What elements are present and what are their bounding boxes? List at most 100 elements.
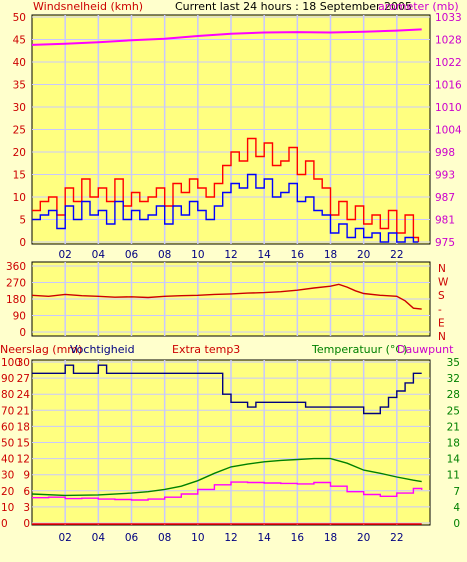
baro-y-tick-label: 993 [435, 170, 455, 182]
wind-x-tick-label: 06 [125, 249, 139, 261]
direction-grid [32, 262, 430, 336]
extra-temp-title: Extra temp3 [172, 343, 240, 356]
temp-humidity-panel: 02 04 06 08 10 12 14 16 18 20 220 0 010 3 420 6 730 9 1140… [0, 343, 460, 544]
rain-y-tick-label: 18 [17, 421, 30, 433]
wind-x-tick-label: 22 [390, 249, 403, 261]
baro-y-tick-label: 1033 [435, 12, 462, 24]
temp-series [31, 364, 423, 525]
baro-y-tick-label: 998 [435, 147, 455, 159]
wind-x-tick-label: 16 [291, 249, 305, 261]
wind-y-tick-label: 0 [19, 237, 26, 249]
wind-center-title: Current last 24 hours : 18 September 200… [175, 0, 412, 13]
direction-y-tick-label: 180 [6, 294, 26, 306]
direction-series-line [31, 283, 422, 310]
baro-y-tick-label: 1004 [435, 125, 462, 137]
wind-y-tick-label: 30 [13, 102, 26, 114]
compass-label: - [438, 304, 442, 316]
wind-x-tick-label: 04 [92, 249, 106, 261]
baro-y-tick-label: 1022 [435, 57, 462, 69]
wind-x-tick-label: 08 [158, 249, 171, 261]
rain-y-tick-label: 15 [17, 438, 30, 450]
wind-barometer-panel: 02 04 06 08 10 12 14 16 18 20 22 0 5 10 15 20 25 30 35 40 45… [13, 0, 462, 261]
wind-y-tick-label: 35 [13, 80, 26, 92]
temp-y-tick-label: 28 [447, 389, 460, 401]
temp-y-tick-label: 25 [447, 405, 460, 417]
temperature-title: Temperatuur (°C) [311, 343, 407, 356]
wind-ticks: 02 04 06 08 10 12 14 16 18 20 22 0 5 10 15 20 25 30 35 40 45… [13, 12, 462, 261]
temp-x-tick-label: 20 [357, 532, 370, 544]
compass-label: W [438, 277, 449, 289]
wind-y-tick-label: 40 [13, 57, 26, 69]
wind-x-tick-label: 10 [191, 249, 204, 261]
temp-x-tick-label: 22 [390, 532, 403, 544]
temp-series-vochtigheid [32, 364, 422, 415]
baro-y-tick-label: 987 [435, 192, 455, 204]
rain-y-tick-label: 30 [17, 357, 30, 369]
direction-y-tick-label: 90 [13, 311, 26, 323]
temp-series-dauwpunt [32, 481, 423, 501]
rain-y-tick-label: 3 [23, 502, 30, 514]
baro-y-tick-label: 1028 [435, 35, 462, 47]
wind-x-tick-label: 20 [357, 249, 370, 261]
temp-ticks: 02 04 06 08 10 12 14 16 18 20 220 0 010 3 420 6 730 9 1140… [1, 357, 460, 544]
temp-x-tick-label: 12 [224, 532, 237, 544]
compass-label: N [438, 263, 446, 275]
wind-y-tick-label: 15 [13, 170, 26, 182]
humidity-y-tick-label: 90 [1, 373, 14, 385]
wind-x-tick-label: 18 [324, 249, 337, 261]
temp-x-tick-label: 04 [92, 532, 106, 544]
wind-left-title: Windsnelheid (kmh) [33, 0, 143, 13]
direction-series [31, 283, 422, 310]
rain-y-tick-label: 24 [17, 389, 31, 401]
baro-y-tick-label: 975 [435, 237, 455, 249]
temp-y-tick-label: 7 [453, 486, 460, 498]
baro-right-title: arometer (mb) [378, 0, 459, 13]
temp-x-tick-label: 14 [257, 532, 271, 544]
dewpoint-title: Dauwpunt [397, 343, 454, 356]
temp-y-tick-label: 32 [447, 373, 460, 385]
baro-y-tick-label: 1016 [435, 80, 462, 92]
compass-label: S [438, 290, 445, 302]
wind-x-tick-label: 02 [58, 249, 71, 261]
temp-y-tick-label: 11 [447, 470, 460, 482]
temp-x-tick-label: 06 [125, 532, 139, 544]
rain-y-tick-label: 6 [23, 486, 30, 498]
wind-x-tick-label: 14 [257, 249, 271, 261]
rain-y-tick-label: 21 [17, 405, 30, 417]
wind-series-barometer [31, 28, 422, 46]
humidity-y-tick-label: 40 [1, 454, 14, 466]
baro-y-tick-label: 981 [435, 215, 455, 227]
temp-y-tick-label: 14 [447, 454, 461, 466]
wind-series-windsnelheid-gem- [32, 173, 419, 243]
wind-y-tick-label: 20 [13, 147, 26, 159]
wind-series [31, 28, 422, 243]
humidity-y-tick-label: 60 [1, 421, 14, 433]
wind-y-tick-label: 25 [13, 125, 26, 137]
direction-y-tick-label: 0 [19, 327, 26, 339]
compass-label: E [438, 317, 445, 329]
temp-x-tick-label: 02 [58, 532, 71, 544]
wind-y-tick-label: 50 [13, 12, 26, 24]
rain-y-tick-label: 9 [23, 470, 30, 482]
temp-y-tick-label: 4 [453, 502, 460, 514]
temp-y-tick-label: 21 [447, 421, 460, 433]
temp-x-tick-label: 18 [324, 532, 337, 544]
wind-y-tick-label: 45 [13, 35, 26, 47]
humidity-y-tick-label: 10 [1, 502, 14, 514]
rain-title: Neerslag (mm) [0, 343, 82, 356]
rain-y-tick-label: 0 [23, 518, 30, 530]
humidity-y-tick-label: 70 [1, 405, 14, 417]
direction-y-tick-label: 270 [6, 278, 26, 290]
direction-y-tick-label: 360 [6, 261, 26, 273]
temp-grid [32, 360, 430, 525]
temp-y-tick-label: 35 [447, 357, 460, 369]
rain-y-tick-label: 27 [17, 373, 30, 385]
humidity-y-tick-label: 100 [1, 357, 21, 369]
temp-x-tick-label: 10 [191, 532, 204, 544]
humidity-y-tick-label: 0 [1, 518, 8, 530]
temp-series-temperatuur [31, 457, 422, 497]
